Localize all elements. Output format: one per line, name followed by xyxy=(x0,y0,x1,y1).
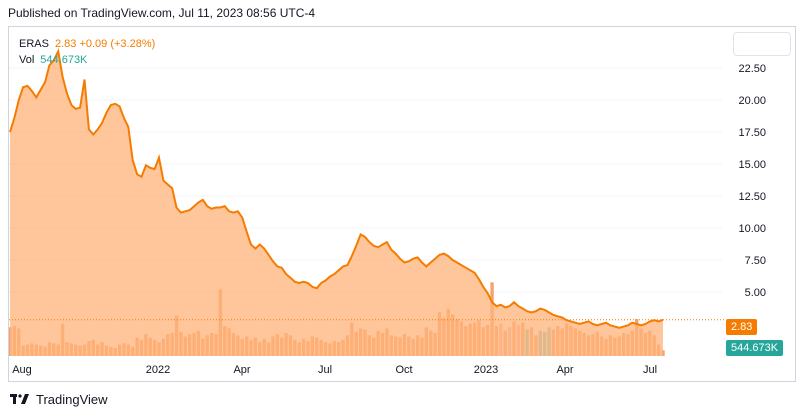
price-change: +0.09 (+3.28%) xyxy=(79,38,156,50)
y-tick-label: 22.50 xyxy=(738,63,766,75)
chart-legend: ERAS 2.83 +0.09 (+3.28%) Vol 544.673K xyxy=(19,36,155,68)
x-tick-label: Oct xyxy=(395,364,412,376)
time-axis: Aug 2022 Apr Jul Oct 2023 Apr Jul xyxy=(12,364,657,376)
x-tick-label: Apr xyxy=(556,364,573,376)
last-price: 2.83 xyxy=(54,38,77,50)
x-tick-label: Apr xyxy=(233,364,250,376)
price-axis: 22.50 20.00 17.50 15.00 12.50 10.00 7.50 5.00 xyxy=(738,63,766,299)
y-tick-label: 17.50 xyxy=(738,127,766,139)
x-tick-label: 2023 xyxy=(474,364,498,376)
volume-label: Vol xyxy=(19,54,35,66)
y-tick-label: 5.00 xyxy=(745,287,766,299)
chart-canvas[interactable]: 22.50 20.00 17.50 15.00 12.50 10.00 7.50 5.00 A… xyxy=(9,27,795,381)
volume-value: 544.673K xyxy=(40,54,88,66)
price-area xyxy=(10,51,663,357)
y-tick-label: 12.50 xyxy=(738,191,766,203)
price-tag: 2.83 xyxy=(726,319,758,335)
tradingview-logo-icon xyxy=(10,393,29,404)
y-tick-label: 10.00 xyxy=(738,223,766,235)
chart-frame xyxy=(8,26,796,382)
x-tick-label: Jul xyxy=(643,364,657,376)
symbol-name: ERAS xyxy=(19,38,49,50)
volume-tag: 544.673K xyxy=(726,340,784,356)
tradingview-logo[interactable]: TradingView xyxy=(10,392,108,407)
x-tick-label: Aug xyxy=(12,364,32,376)
x-tick-label: 2022 xyxy=(146,364,170,376)
price-line xyxy=(9,48,664,329)
y-tick-label: 15.00 xyxy=(738,159,766,171)
chart-toolbar-button[interactable] xyxy=(733,32,791,56)
y-tick-label: 7.50 xyxy=(745,255,766,267)
y-tick-label: 20.00 xyxy=(738,95,766,107)
published-caption: Published on TradingView.com, Jul 11, 20… xyxy=(8,6,316,20)
tradingview-brand: TradingView xyxy=(36,392,108,407)
x-tick-label: Jul xyxy=(318,364,332,376)
